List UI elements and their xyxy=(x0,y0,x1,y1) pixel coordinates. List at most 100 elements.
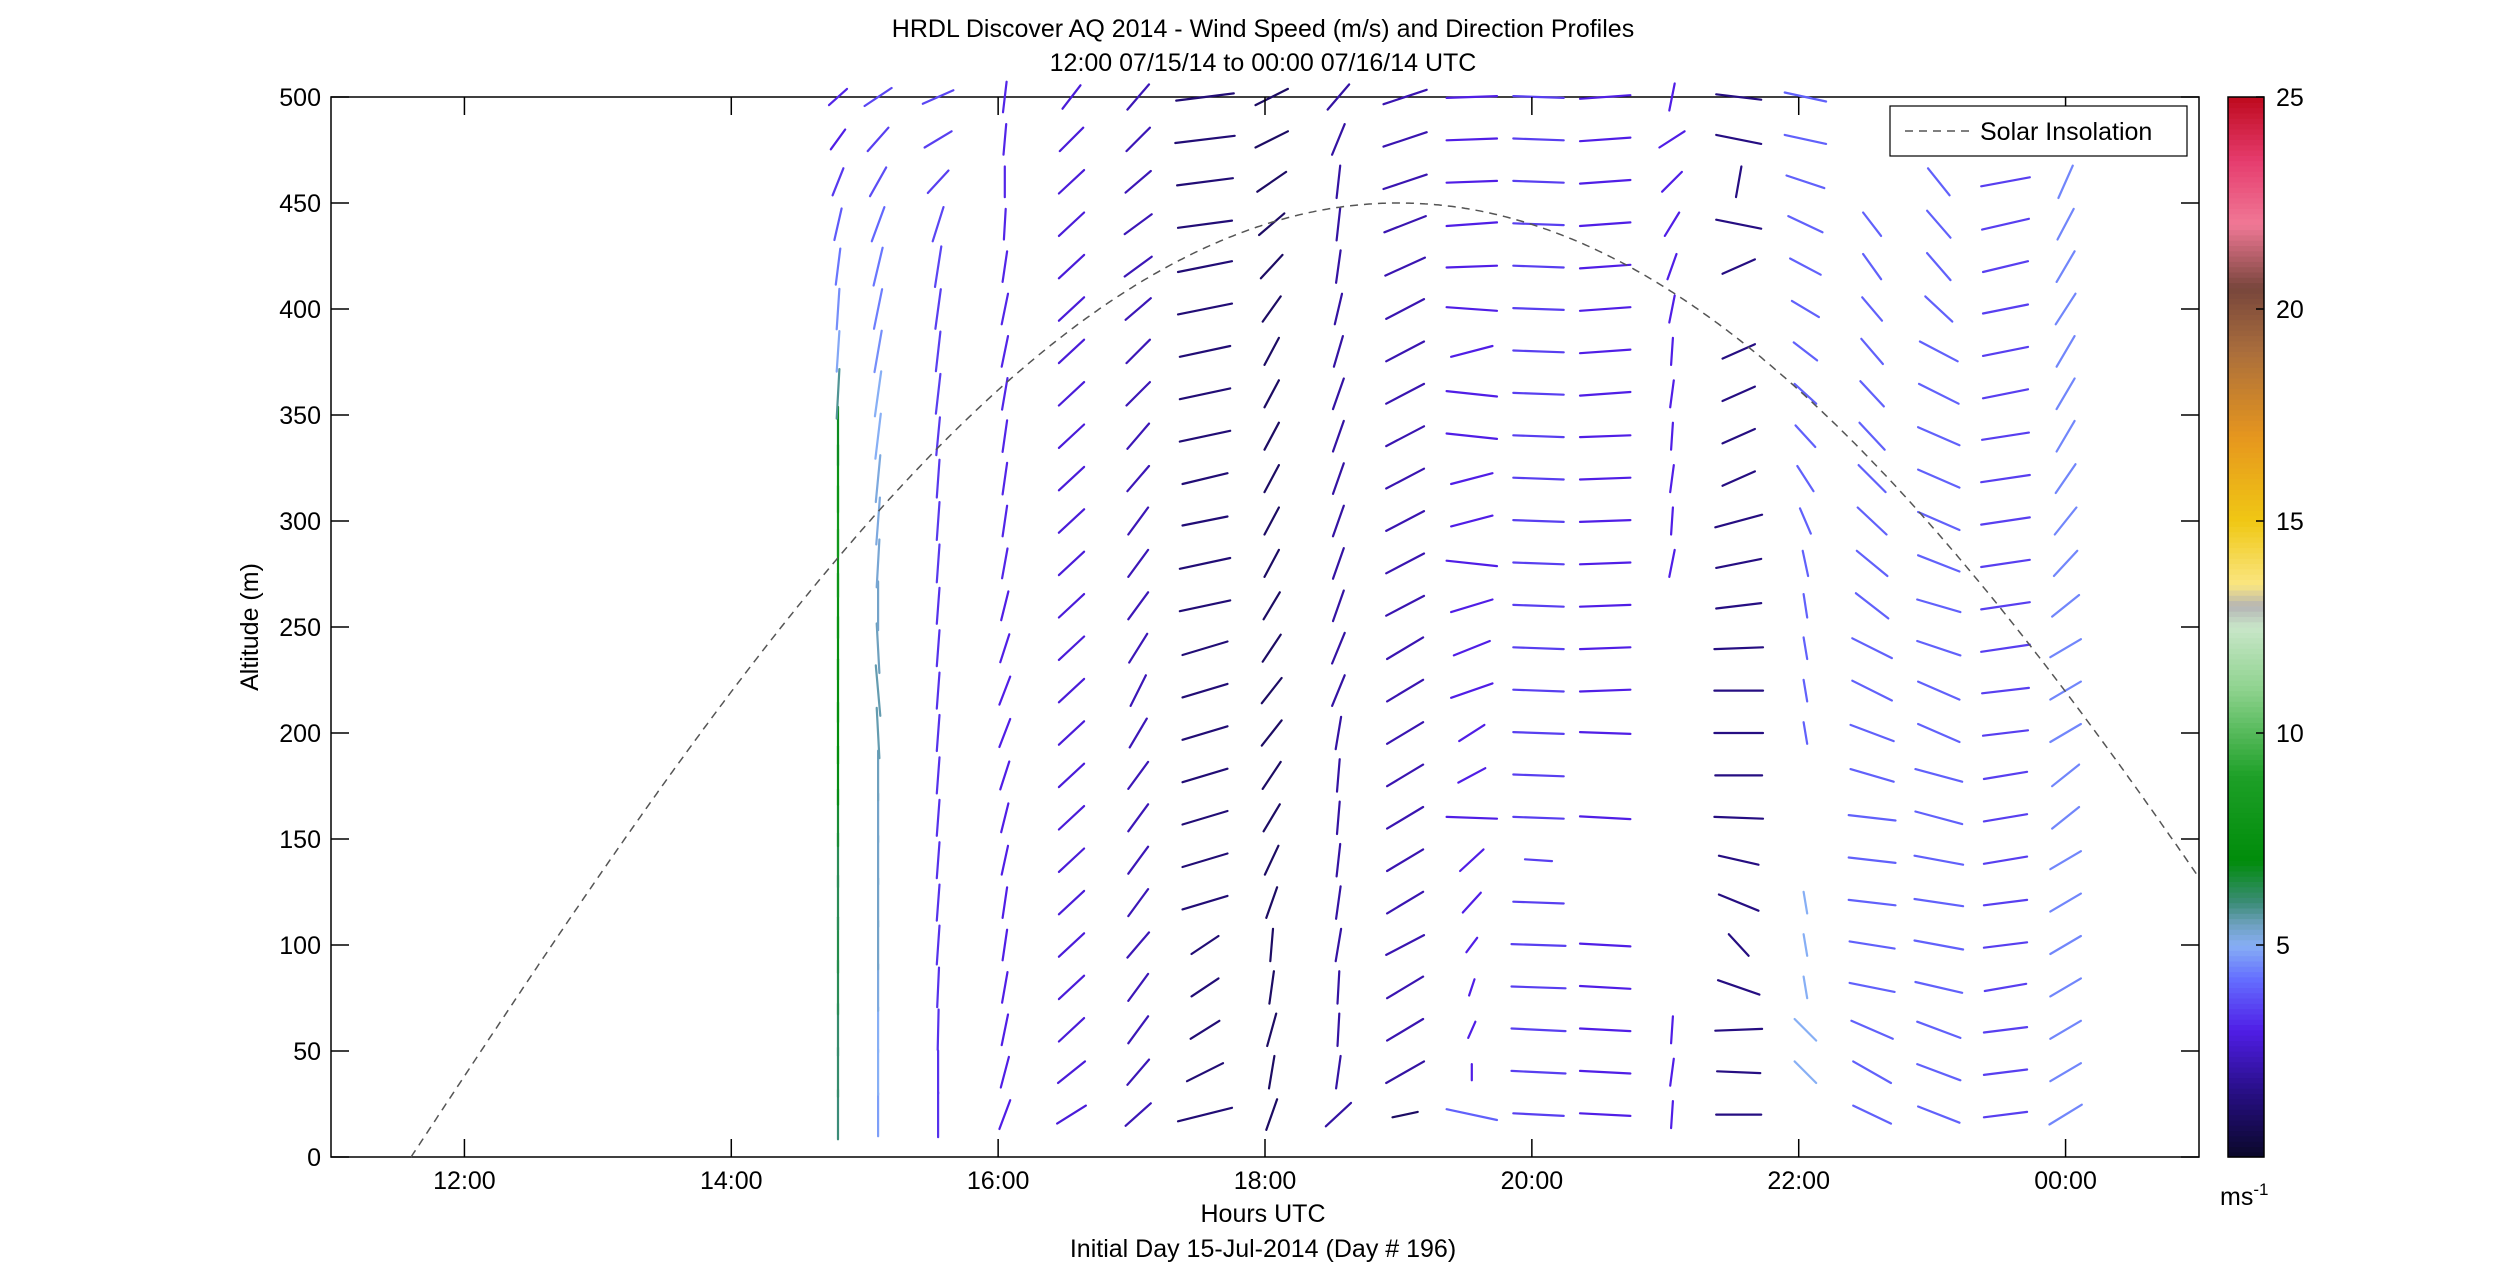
colorbar-band xyxy=(2228,945,2264,951)
wind-vector xyxy=(1261,295,1282,323)
wind-vector xyxy=(936,966,941,1009)
colorbar-band xyxy=(2228,674,2264,681)
wind-vector xyxy=(1981,388,2030,400)
wind-vector xyxy=(872,288,884,330)
wind-vector xyxy=(1980,516,2031,526)
wind-vector xyxy=(1793,382,1818,405)
wind-vector xyxy=(1127,506,1150,536)
wind-vector xyxy=(1721,258,1757,275)
wind-vector xyxy=(1512,1112,1565,1118)
wind-vector xyxy=(1913,854,1965,866)
colorbar-band xyxy=(2228,356,2264,363)
wind-vector xyxy=(1000,970,1009,1004)
wind-vector xyxy=(1261,633,1282,663)
wind-vector xyxy=(934,330,942,373)
colorbar-band xyxy=(2228,621,2264,628)
wind-vector xyxy=(1330,631,1346,665)
wind-vector xyxy=(1916,1062,1962,1082)
colorbar-band xyxy=(2228,616,2264,623)
wind-vector xyxy=(1983,982,2028,993)
colorbar-band xyxy=(2228,499,2264,506)
colorbar-band xyxy=(2228,505,2264,511)
wind-vector xyxy=(1785,174,1826,190)
wind-vector xyxy=(1127,591,1150,621)
wind-vector xyxy=(1445,94,1499,100)
colorbar-band xyxy=(2228,812,2264,819)
wind-vector xyxy=(1461,891,1482,914)
colorbar-band xyxy=(2228,340,2264,347)
wind-vector xyxy=(1982,1110,2029,1119)
wind-vector xyxy=(1331,589,1345,623)
wind-vector xyxy=(1855,549,1889,578)
colorbar-gradient xyxy=(2228,97,2264,1158)
colorbar-band xyxy=(2228,1135,2264,1142)
wind-vector xyxy=(1982,941,2029,949)
wind-vector xyxy=(1916,1020,1962,1040)
colorbar-band xyxy=(2228,298,2264,305)
wind-vector xyxy=(1385,298,1426,320)
colorbar-band xyxy=(2228,293,2264,299)
wind-vector xyxy=(1715,1070,1762,1075)
wind-vector xyxy=(1713,646,1765,651)
wind-vector xyxy=(1002,122,1008,156)
wind-vector xyxy=(1256,170,1288,193)
colorbar-band xyxy=(2228,711,2264,718)
wind-vector xyxy=(1391,1110,1419,1119)
colorbar-band xyxy=(2228,1098,2264,1105)
colorbar-band xyxy=(2228,542,2264,549)
wind-vector xyxy=(1802,678,1809,703)
colorbar-band xyxy=(2228,780,2264,787)
wind-vector xyxy=(866,126,890,153)
wind-vector xyxy=(1181,894,1229,911)
solar-insolation-curve xyxy=(410,202,2200,1158)
colorbar-band xyxy=(2228,589,2264,596)
wind-vector xyxy=(1798,507,1812,535)
wind-vector xyxy=(1126,83,1151,111)
wind-vector xyxy=(2051,805,2081,830)
chart-subtitle: 12:00 07/15/14 to 00:00 07/16/14 UTC xyxy=(1050,49,1477,77)
wind-vector xyxy=(2052,549,2079,578)
wind-vector xyxy=(1452,639,1491,657)
wind-vector xyxy=(1523,858,1554,863)
x-axis-label-2: Initial Day 15-Jul-2014 (Day # 196) xyxy=(1070,1235,1456,1263)
wind-vector xyxy=(935,713,941,753)
wind-vector xyxy=(1385,763,1425,788)
wind-vector xyxy=(1335,164,1342,200)
wind-vector xyxy=(1057,508,1086,534)
wind-vector xyxy=(1176,260,1234,274)
wind-vector xyxy=(1263,506,1281,536)
y-tick-label: 300 xyxy=(279,508,321,536)
wind-vector xyxy=(1000,377,1009,411)
wind-vector xyxy=(935,883,941,922)
wind-vector xyxy=(1859,380,1885,408)
legend-box xyxy=(1889,105,2188,157)
colorbar-band xyxy=(2228,218,2264,225)
wind-vector xyxy=(1916,722,1961,744)
colorbar-band xyxy=(2228,240,2264,246)
wind-vector xyxy=(1801,549,1810,578)
wind-vector xyxy=(1578,646,1632,651)
wind-vector xyxy=(1578,390,1632,397)
colorbar-band xyxy=(2228,229,2264,236)
wind-vector xyxy=(834,247,842,286)
colorbar-band xyxy=(2228,420,2264,427)
colorbar-band xyxy=(2228,966,2264,973)
wind-vector xyxy=(2053,506,2078,536)
wind-vector xyxy=(1792,341,1819,362)
colorbar-band xyxy=(2228,998,2264,1004)
colorbar-band xyxy=(2228,430,2264,437)
wind-vector xyxy=(1331,419,1345,453)
wind-vector xyxy=(1385,805,1425,830)
colorbar-band xyxy=(2228,473,2264,480)
wind-vector xyxy=(1449,598,1494,614)
wind-vector xyxy=(1266,1012,1278,1048)
wind-vector xyxy=(1449,682,1494,699)
wind-vector xyxy=(998,717,1012,749)
wind-vector xyxy=(1916,426,1961,447)
wind-vector xyxy=(1124,297,1152,321)
wind-vector xyxy=(2055,250,2076,283)
wind-vector xyxy=(1445,432,1499,440)
colorbar-band xyxy=(2228,987,2264,994)
colorbar-band xyxy=(2228,203,2264,209)
wind-vector xyxy=(868,166,888,198)
